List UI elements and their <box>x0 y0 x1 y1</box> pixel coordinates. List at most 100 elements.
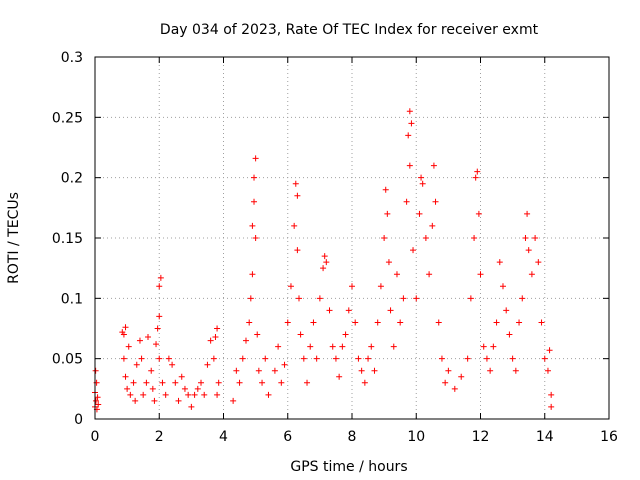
data-point-0-6 <box>94 394 101 401</box>
y-axis-label: ROTI / TECUs <box>6 192 22 284</box>
data-point-0-72 <box>271 367 278 374</box>
data-point-0-147 <box>480 343 487 350</box>
data-point-0-148 <box>483 355 490 362</box>
data-point-0-128 <box>419 180 426 187</box>
data-point-0-13 <box>124 385 131 392</box>
data-point-0-16 <box>130 379 137 386</box>
data-point-0-134 <box>435 319 442 326</box>
data-point-0-106 <box>368 343 375 350</box>
data-point-0-139 <box>458 373 465 380</box>
data-point-0-160 <box>522 235 529 241</box>
data-point-0-44 <box>194 385 201 392</box>
data-point-0-68 <box>255 367 262 374</box>
data-point-0-161 <box>524 210 531 217</box>
x-tick-label-1: 2 <box>155 429 164 445</box>
data-point-0-28 <box>154 325 161 332</box>
data-point-0-39 <box>178 373 185 380</box>
data-point-0-42 <box>188 403 195 410</box>
data-point-0-48 <box>207 337 214 344</box>
x-tick-label-7: 14 <box>536 429 554 445</box>
data-point-0-57 <box>239 355 246 362</box>
data-point-0-140 <box>464 355 471 362</box>
data-point-0-114 <box>387 307 394 314</box>
data-point-0-151 <box>493 319 500 326</box>
data-point-0-19 <box>136 337 143 344</box>
y-tick-label-2: 0.1 <box>61 291 83 307</box>
data-point-0-70 <box>262 355 269 362</box>
data-point-0-120 <box>405 132 412 139</box>
data-point-0-2 <box>92 367 99 374</box>
data-point-0-12 <box>122 373 129 380</box>
data-point-0-103 <box>358 367 365 374</box>
data-point-0-15 <box>127 391 134 398</box>
data-point-0-166 <box>538 319 545 326</box>
data-point-0-32 <box>156 355 163 362</box>
data-point-0-110 <box>381 235 388 241</box>
data-point-0-159 <box>519 295 526 302</box>
data-point-0-107 <box>371 367 378 374</box>
data-point-0-149 <box>487 367 494 374</box>
data-point-0-136 <box>442 379 449 386</box>
data-point-0-54 <box>230 397 237 404</box>
data-point-0-71 <box>265 391 272 398</box>
data-point-0-20 <box>138 355 145 362</box>
x-tick-label-3: 6 <box>283 429 292 445</box>
data-point-0-99 <box>345 307 352 314</box>
data-point-0-122 <box>408 120 415 127</box>
data-point-0-65 <box>251 198 258 205</box>
data-point-0-47 <box>204 361 211 368</box>
x-tick-label-5: 10 <box>407 429 425 445</box>
data-point-0-137 <box>445 367 452 374</box>
data-point-0-30 <box>157 274 164 281</box>
data-point-0-130 <box>426 271 433 278</box>
data-point-0-60 <box>247 295 254 302</box>
plot-area <box>92 108 555 413</box>
y-axis-ticks: 0 0.05 0.1 0.15 0.2 0.25 0.3 <box>52 50 609 428</box>
data-point-0-17 <box>132 397 139 404</box>
data-point-0-87 <box>310 319 317 326</box>
x-tick-label-2: 4 <box>219 429 228 445</box>
y-tick-label-5: 0.25 <box>52 110 83 126</box>
data-point-0-154 <box>503 307 510 314</box>
data-point-0-11 <box>120 355 127 362</box>
data-point-0-53 <box>215 379 222 386</box>
data-point-0-26 <box>151 397 158 404</box>
data-point-0-14 <box>125 343 132 350</box>
y-tick-label-3: 0.15 <box>52 231 83 247</box>
x-axis-label: GPS time / hours <box>290 459 407 475</box>
data-point-0-144 <box>474 168 481 175</box>
data-point-0-91 <box>321 253 328 260</box>
data-point-0-50 <box>212 333 219 340</box>
data-point-0-169 <box>546 347 553 354</box>
data-point-0-164 <box>532 235 539 241</box>
data-point-0-126 <box>416 210 423 217</box>
data-point-0-25 <box>149 385 156 392</box>
data-point-0-115 <box>390 343 397 350</box>
data-point-0-165 <box>535 259 542 266</box>
data-point-0-84 <box>300 355 307 362</box>
data-point-0-51 <box>214 325 221 332</box>
data-point-0-23 <box>145 333 152 340</box>
data-point-0-85 <box>304 379 311 386</box>
data-point-0-94 <box>329 343 336 350</box>
data-point-0-168 <box>544 367 551 374</box>
data-point-0-64 <box>252 155 259 162</box>
data-point-0-129 <box>422 235 429 241</box>
data-point-0-116 <box>393 271 400 278</box>
data-point-0-80 <box>294 192 301 199</box>
data-point-0-145 <box>475 210 482 217</box>
data-point-0-76 <box>284 319 291 326</box>
data-point-0-96 <box>336 373 343 380</box>
data-point-0-89 <box>316 295 323 302</box>
data-point-0-88 <box>313 355 320 362</box>
data-point-0-10 <box>122 324 129 331</box>
x-tick-label-0: 0 <box>91 429 100 445</box>
data-point-0-9 <box>120 331 127 338</box>
data-point-0-79 <box>292 180 299 187</box>
data-point-0-156 <box>509 355 516 362</box>
data-point-0-78 <box>291 222 298 229</box>
data-point-0-86 <box>307 343 314 350</box>
data-point-0-41 <box>185 391 192 398</box>
data-point-0-105 <box>365 355 372 362</box>
